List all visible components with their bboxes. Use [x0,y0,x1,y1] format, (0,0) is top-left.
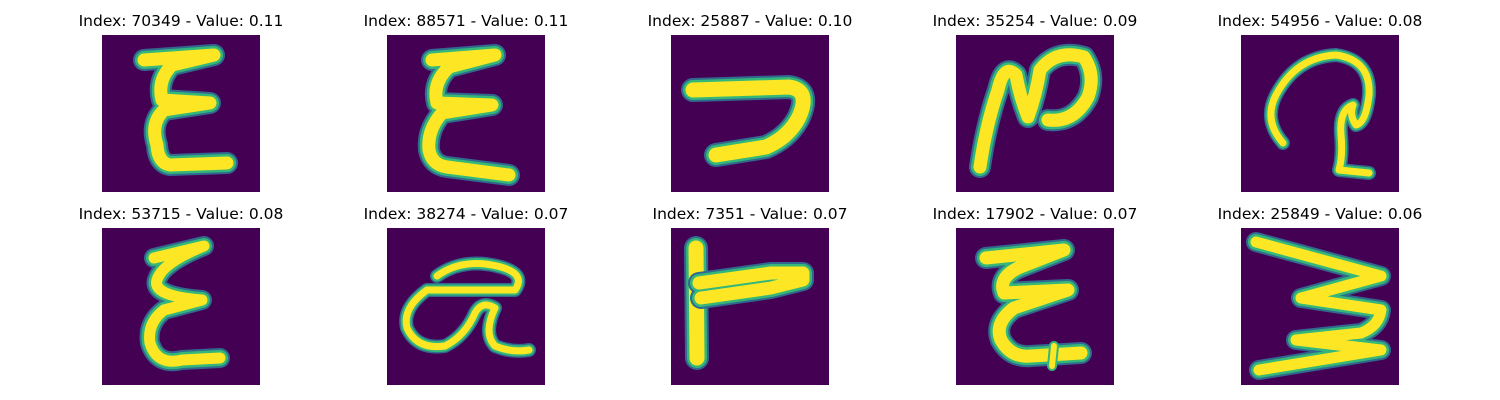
glyph-image [387,35,545,192]
image-panel-6: Index: 53715 - Value: 0.08 [79,205,283,385]
panel-title: Index: 25849 - Value: 0.06 [1217,205,1423,223]
image-panel-10: Index: 25849 - Value: 0.06 [1218,205,1422,385]
panel-title: Index: 7351 - Value: 0.07 [652,205,848,223]
glyph-image [956,228,1114,385]
panel-title: Index: 54956 - Value: 0.08 [1217,12,1423,30]
glyph-image [1241,228,1399,385]
panel-title: Index: 53715 - Value: 0.08 [78,205,284,223]
glyph-image [102,228,260,385]
image-panel-5: Index: 54956 - Value: 0.08 [1218,12,1422,192]
glyph-image [956,35,1114,192]
glyph-image [1241,35,1399,192]
image-panel-1: Index: 70349 - Value: 0.11 [79,12,283,192]
image-panel-9: Index: 17902 - Value: 0.07 [933,205,1137,385]
glyph-image [671,228,829,385]
glyph-image [387,228,545,385]
glyph-image [102,35,260,192]
panel-title: Index: 70349 - Value: 0.11 [78,12,284,30]
image-panel-8: Index: 7351 - Value: 0.07 [653,205,847,385]
panel-title: Index: 17902 - Value: 0.07 [932,205,1138,223]
image-panel-7: Index: 38274 - Value: 0.07 [364,205,568,385]
image-panel-3: Index: 25887 - Value: 0.10 [648,12,852,192]
image-panel-4: Index: 35254 - Value: 0.09 [933,12,1137,192]
panel-title: Index: 25887 - Value: 0.10 [647,12,853,30]
image-panel-2: Index: 88571 - Value: 0.11 [364,12,568,192]
panel-title: Index: 88571 - Value: 0.11 [363,12,569,30]
glyph-image [671,35,829,192]
panel-title: Index: 38274 - Value: 0.07 [363,205,569,223]
panel-title: Index: 35254 - Value: 0.09 [932,12,1138,30]
